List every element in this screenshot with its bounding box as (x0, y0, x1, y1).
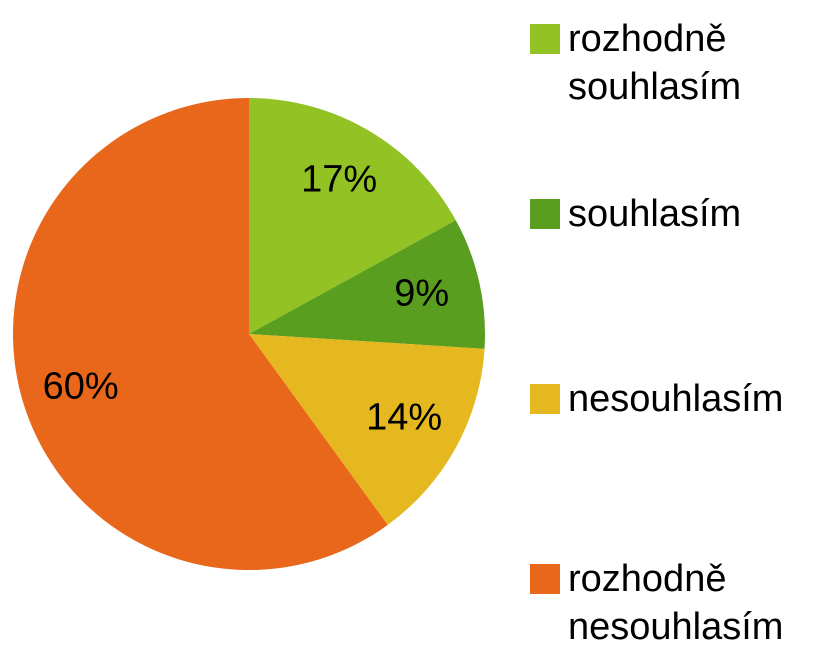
data-label: 17% (301, 159, 377, 201)
data-label: 14% (366, 396, 442, 438)
legend-item: souhlasím (530, 190, 834, 238)
legend-swatch (530, 24, 560, 54)
data-label: 9% (394, 272, 449, 314)
pie-slice (249, 220, 485, 349)
legend-item: rozhodně nesouhlasím (530, 555, 834, 651)
legend-label: rozhodně nesouhlasím (568, 558, 784, 648)
legend-swatch (530, 564, 560, 594)
legend-swatch (530, 384, 560, 414)
legend-item: nesouhlasím (530, 375, 834, 423)
legend-label: souhlasím (568, 193, 742, 235)
pie-slice (12, 98, 388, 570)
legend-label: nesouhlasím (568, 378, 784, 420)
legend-label: rozhodně souhlasím (568, 18, 742, 108)
data-label: 60% (43, 366, 119, 408)
pie-slice (249, 98, 456, 334)
legend-swatch (530, 199, 560, 229)
legend-item: rozhodně souhlasím (530, 15, 834, 111)
pie-area: 17% 9% 14% 60% (12, 98, 485, 570)
pie-slice (249, 334, 485, 525)
